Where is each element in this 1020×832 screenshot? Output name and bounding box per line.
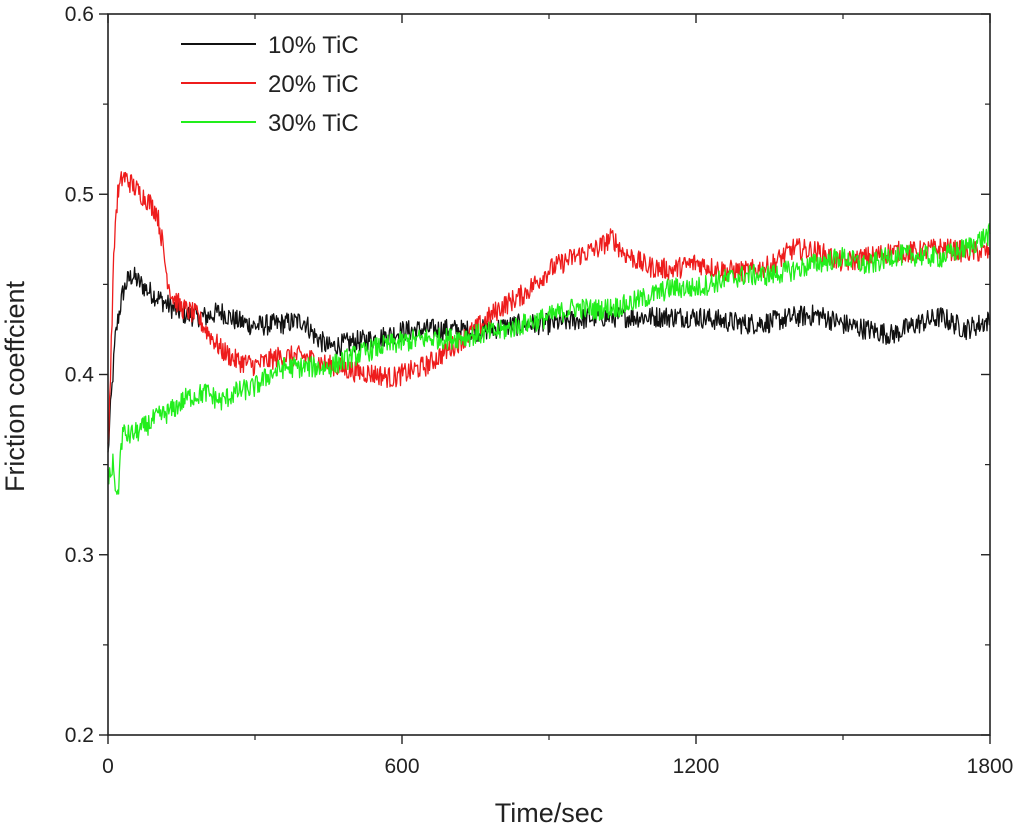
y-tick-label-1: 0.3 bbox=[65, 544, 94, 567]
series-line-30-tic bbox=[107, 222, 991, 495]
y-tick-label-3: 0.5 bbox=[65, 183, 94, 206]
series-line-10-tic bbox=[107, 266, 991, 453]
x-tick-label-2: 1200 bbox=[673, 755, 720, 778]
x-tick-label-3: 1800 bbox=[967, 755, 1014, 778]
series-group bbox=[107, 171, 991, 495]
legend-label-20-tic: 20% TiC bbox=[268, 71, 359, 98]
legend: 10% TiC 20% TiC 30% TiC bbox=[181, 32, 359, 137]
legend-label-30-tic: 30% TiC bbox=[268, 110, 359, 137]
x-axis-title: Time/sec bbox=[495, 798, 604, 828]
x-tick-label-1: 600 bbox=[384, 755, 419, 778]
tick-group bbox=[99, 13, 991, 744]
x-tick-label-0: 0 bbox=[102, 755, 114, 778]
y-tick-label-2: 0.4 bbox=[65, 364, 95, 387]
y-tick-label-0: 0.2 bbox=[65, 724, 94, 747]
y-tick-label-4: 0.6 bbox=[65, 3, 94, 26]
legend-label-10-tic: 10% TiC bbox=[268, 32, 359, 59]
tick-label-group: 0 600 1200 1800 0.2 0.3 0.4 0.5 0.6 bbox=[65, 3, 1014, 778]
y-axis-title: Friction coeffcient bbox=[0, 280, 30, 492]
